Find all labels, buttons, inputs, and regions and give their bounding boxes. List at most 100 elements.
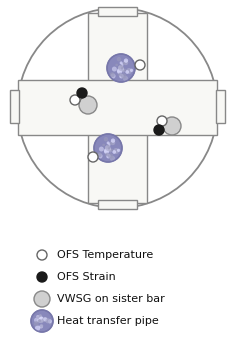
Bar bbox=[98, 200, 137, 209]
Circle shape bbox=[157, 116, 167, 126]
Circle shape bbox=[77, 88, 87, 98]
Circle shape bbox=[118, 65, 124, 71]
Circle shape bbox=[31, 310, 53, 332]
Circle shape bbox=[110, 140, 115, 145]
Circle shape bbox=[107, 141, 110, 144]
Circle shape bbox=[106, 146, 110, 150]
Circle shape bbox=[105, 145, 110, 150]
Circle shape bbox=[107, 144, 110, 147]
Text: OFS Strain: OFS Strain bbox=[57, 272, 116, 282]
Circle shape bbox=[120, 64, 122, 67]
Circle shape bbox=[117, 149, 120, 152]
Circle shape bbox=[118, 73, 122, 77]
Circle shape bbox=[117, 68, 121, 73]
Circle shape bbox=[119, 69, 121, 71]
Circle shape bbox=[122, 68, 124, 71]
Circle shape bbox=[37, 318, 42, 323]
Circle shape bbox=[43, 317, 48, 322]
Circle shape bbox=[106, 146, 110, 151]
Circle shape bbox=[119, 74, 124, 78]
Circle shape bbox=[39, 316, 43, 319]
Circle shape bbox=[107, 148, 111, 152]
Circle shape bbox=[118, 65, 123, 70]
Circle shape bbox=[105, 145, 111, 151]
Circle shape bbox=[123, 76, 128, 81]
Circle shape bbox=[108, 147, 110, 149]
Circle shape bbox=[121, 73, 126, 79]
Bar bbox=[216, 90, 225, 123]
Circle shape bbox=[106, 154, 111, 158]
Circle shape bbox=[108, 143, 111, 146]
Circle shape bbox=[110, 72, 115, 77]
Circle shape bbox=[123, 68, 126, 71]
Text: OFS Temperature: OFS Temperature bbox=[57, 250, 153, 260]
Circle shape bbox=[110, 74, 116, 79]
Circle shape bbox=[48, 319, 52, 323]
Circle shape bbox=[40, 320, 43, 323]
Circle shape bbox=[39, 314, 42, 317]
Circle shape bbox=[79, 96, 97, 114]
Circle shape bbox=[121, 63, 124, 66]
Circle shape bbox=[130, 69, 133, 72]
Circle shape bbox=[36, 315, 39, 318]
Circle shape bbox=[120, 68, 124, 72]
Circle shape bbox=[163, 117, 181, 135]
Circle shape bbox=[108, 149, 112, 153]
Circle shape bbox=[99, 146, 104, 152]
Circle shape bbox=[17, 8, 218, 208]
Circle shape bbox=[117, 69, 122, 74]
Bar bbox=[98, 7, 137, 16]
Circle shape bbox=[104, 137, 108, 141]
Circle shape bbox=[104, 149, 109, 154]
Circle shape bbox=[38, 319, 41, 322]
Circle shape bbox=[102, 144, 105, 146]
Circle shape bbox=[109, 148, 111, 151]
Circle shape bbox=[37, 316, 39, 319]
Circle shape bbox=[110, 148, 113, 151]
Circle shape bbox=[39, 318, 44, 323]
Circle shape bbox=[45, 318, 51, 323]
Circle shape bbox=[97, 152, 102, 157]
Circle shape bbox=[113, 148, 119, 154]
Circle shape bbox=[117, 57, 121, 61]
Circle shape bbox=[108, 153, 113, 159]
Circle shape bbox=[107, 54, 135, 82]
Bar bbox=[88, 13, 147, 203]
Circle shape bbox=[38, 315, 43, 320]
Circle shape bbox=[94, 134, 122, 162]
Circle shape bbox=[120, 61, 123, 64]
Circle shape bbox=[121, 69, 125, 73]
Circle shape bbox=[121, 67, 123, 69]
Circle shape bbox=[115, 64, 118, 66]
Circle shape bbox=[125, 70, 129, 74]
Circle shape bbox=[70, 95, 80, 105]
Circle shape bbox=[110, 142, 113, 145]
Circle shape bbox=[34, 291, 50, 307]
Circle shape bbox=[39, 325, 43, 328]
Circle shape bbox=[124, 58, 128, 63]
Circle shape bbox=[35, 325, 40, 331]
Circle shape bbox=[118, 66, 124, 71]
Circle shape bbox=[88, 152, 98, 162]
Circle shape bbox=[34, 321, 39, 326]
Circle shape bbox=[111, 138, 115, 143]
Bar bbox=[10, 90, 19, 123]
Circle shape bbox=[135, 60, 145, 70]
Circle shape bbox=[110, 156, 115, 161]
Circle shape bbox=[49, 322, 51, 325]
Circle shape bbox=[37, 272, 47, 282]
Circle shape bbox=[40, 324, 43, 327]
Circle shape bbox=[34, 318, 39, 322]
Text: Heat transfer pipe: Heat transfer pipe bbox=[57, 316, 159, 326]
Circle shape bbox=[104, 148, 108, 153]
Circle shape bbox=[106, 149, 109, 151]
Circle shape bbox=[105, 153, 109, 157]
Circle shape bbox=[112, 66, 117, 72]
Circle shape bbox=[119, 66, 123, 70]
Circle shape bbox=[123, 60, 128, 65]
Circle shape bbox=[112, 150, 116, 154]
Circle shape bbox=[123, 62, 125, 65]
Circle shape bbox=[37, 250, 47, 260]
Bar bbox=[18, 80, 217, 135]
Circle shape bbox=[154, 125, 164, 135]
